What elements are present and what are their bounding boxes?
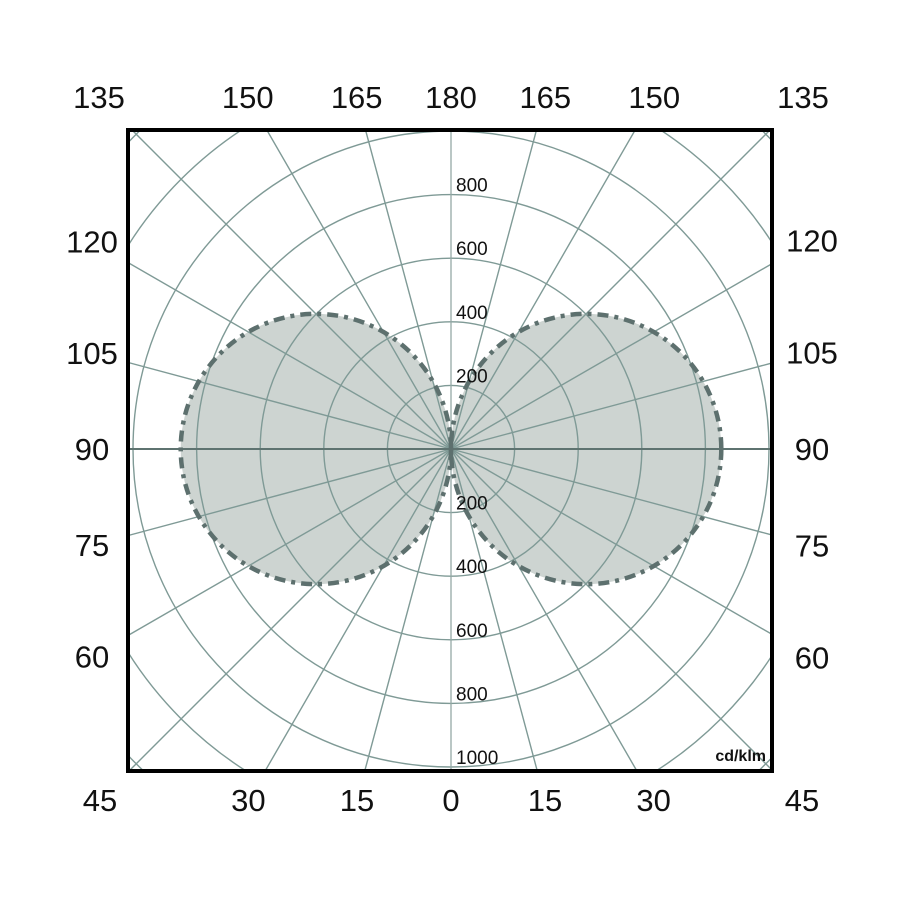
grid-radial-line-330 xyxy=(266,130,452,450)
angle-label-bottom-0: 45 xyxy=(83,783,117,818)
radial-tick-label-lower-1000: 1000 xyxy=(456,748,498,769)
radial-tick-label-lower-600: 600 xyxy=(456,621,488,642)
grid-radial-line-300 xyxy=(128,261,452,450)
angle-label-left-1: 105 xyxy=(66,336,118,371)
grid-radial-line-60 xyxy=(450,262,772,450)
grid-radial-line-315 xyxy=(131,130,452,450)
grid-radial-line-135 xyxy=(450,448,772,771)
angle-label-right-0: 120 xyxy=(786,224,838,259)
angle-label-bottom-6: 45 xyxy=(785,783,819,818)
lobe-outline-right xyxy=(448,311,724,587)
angle-label-bottom-5: 30 xyxy=(636,783,670,818)
grid-radial-line-30 xyxy=(450,130,636,450)
radial-tick-label-upper-200: 200 xyxy=(456,366,488,387)
angle-label-top-0: 135 xyxy=(73,80,125,115)
grid-radial-line-120 xyxy=(450,448,772,636)
angle-label-left-3: 75 xyxy=(75,528,109,563)
radial-tick-label-lower-400: 400 xyxy=(456,557,488,578)
grid-radial-line-225 xyxy=(128,448,452,771)
radial-tick-label-lower-200: 200 xyxy=(456,494,488,515)
angle-label-top-5: 150 xyxy=(628,80,680,115)
grid-radial-line-195 xyxy=(363,448,452,771)
angle-label-left-0: 120 xyxy=(66,225,118,260)
angle-label-right-1: 105 xyxy=(786,335,838,370)
radial-tick-label-upper-800: 800 xyxy=(456,176,488,197)
angle-label-left-4: 60 xyxy=(75,639,109,674)
grid-radial-line-165 xyxy=(450,448,539,771)
angle-label-left-2: 90 xyxy=(75,432,109,467)
angle-label-right-4: 60 xyxy=(795,640,829,675)
angle-label-top-2: 165 xyxy=(331,80,383,115)
angle-label-right-3: 75 xyxy=(795,529,829,564)
angle-label-top-6: 135 xyxy=(777,80,829,115)
angle-label-bottom-2: 15 xyxy=(340,783,374,818)
grid-radial-line-240 xyxy=(128,448,452,637)
radial-tick-label-upper-400: 400 xyxy=(456,303,488,324)
angle-label-top-1: 150 xyxy=(222,80,274,115)
angle-label-bottom-1: 30 xyxy=(231,783,265,818)
units-label: cd/klm xyxy=(715,748,766,765)
angle-label-right-2: 90 xyxy=(795,432,829,467)
angle-label-bottom-4: 15 xyxy=(528,783,562,818)
angle-label-top-3: 180 xyxy=(425,80,477,115)
grid-radial-line-75 xyxy=(450,362,772,450)
plot-border xyxy=(126,128,774,773)
grid-radial-line-45 xyxy=(450,130,771,450)
grid-radial-line-345 xyxy=(364,130,452,450)
grid-radial-line-150 xyxy=(450,448,638,771)
grid-radial-line-15 xyxy=(450,130,538,450)
grid-radial-line-210 xyxy=(264,448,452,771)
angle-label-top-4: 165 xyxy=(519,80,571,115)
radial-tick-label-upper-600: 600 xyxy=(456,239,488,260)
radial-tick-label-lower-800: 800 xyxy=(456,684,488,705)
angle-label-bottom-3: 0 xyxy=(442,783,459,818)
